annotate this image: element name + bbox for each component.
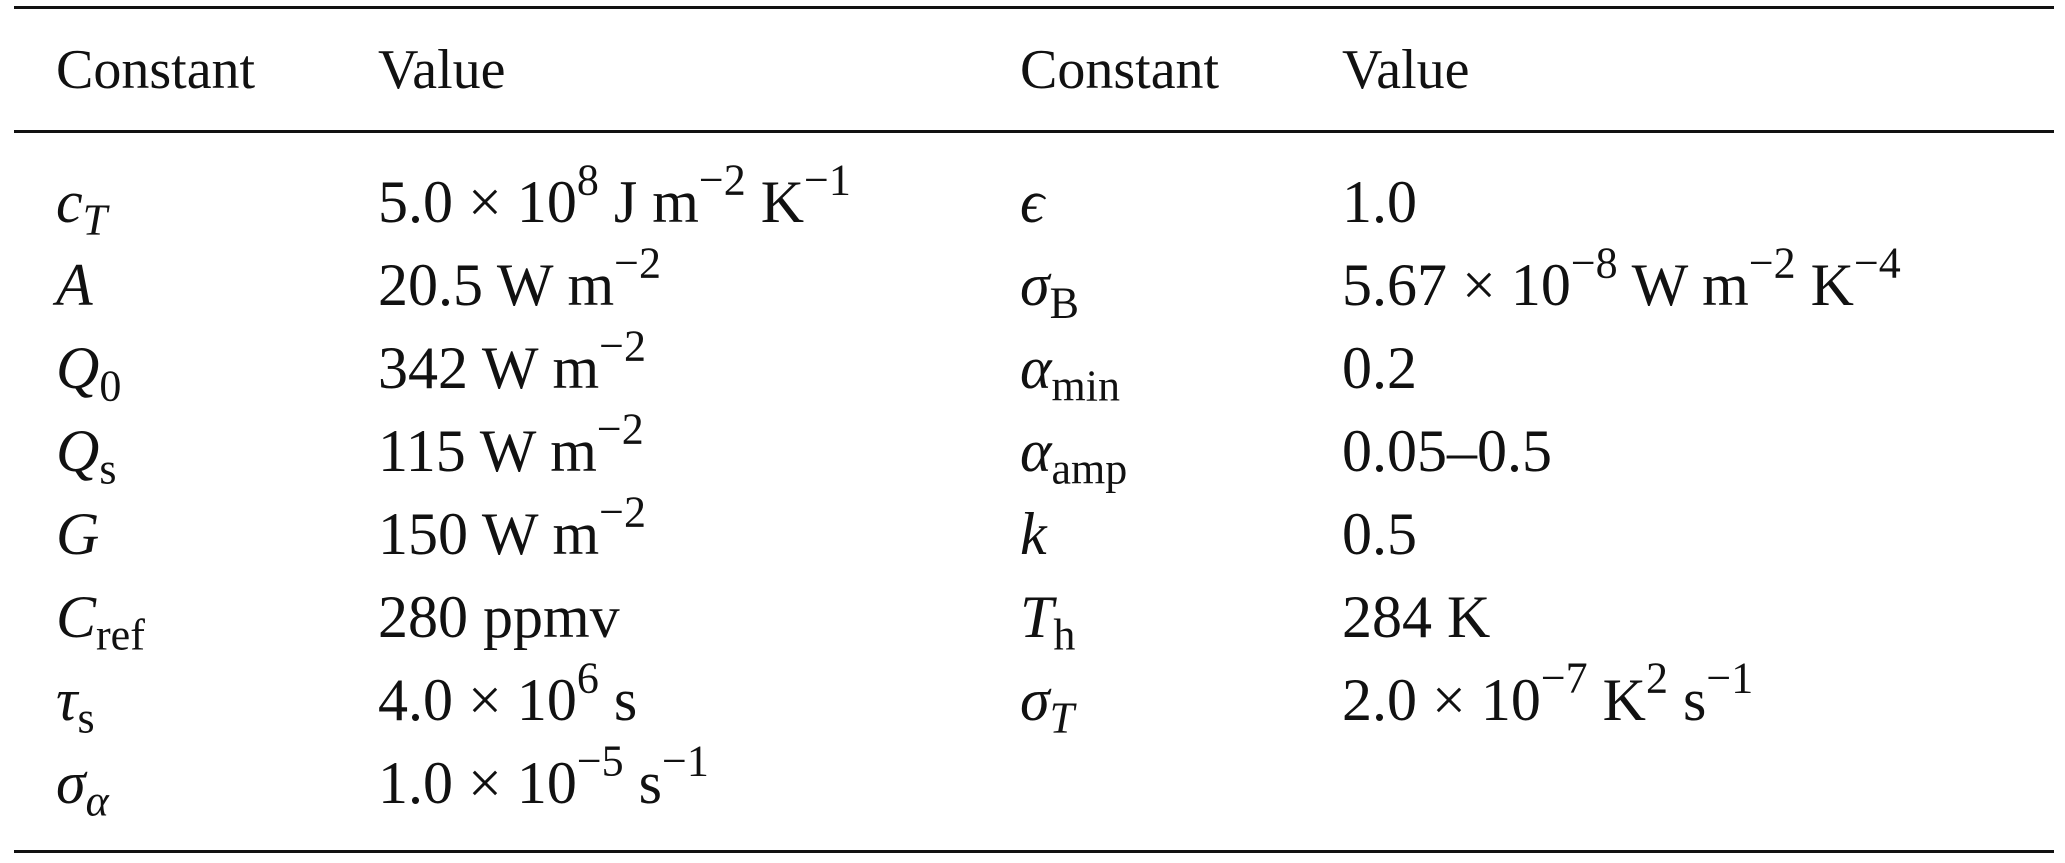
constant-symbol-T-h: Th bbox=[1020, 584, 1076, 660]
constant-value-sigma-T: 2.0 × 10−7 K2 s−1 bbox=[1342, 653, 1754, 733]
constant-symbol-Q-0: Q0 bbox=[56, 335, 122, 411]
constant-value-Q-s: 115 W m−2 bbox=[378, 404, 644, 484]
constant-symbol-sigma-alpha: σα bbox=[56, 750, 109, 826]
constant-symbol-epsilon: ϵ bbox=[1020, 169, 1045, 235]
constant-value-A: 20.5 W m−2 bbox=[378, 238, 661, 318]
constant-symbol-alpha-min: αmin bbox=[1020, 335, 1120, 411]
constant-symbol-k: k bbox=[1020, 501, 1047, 567]
constant-symbol-sigma-T: σT bbox=[1020, 667, 1075, 743]
constant-value-G: 150 W m−2 bbox=[378, 487, 646, 567]
constant-value-sigma-alpha: 1.0 × 10−5 s−1 bbox=[378, 736, 709, 816]
header-right-constant: Constant bbox=[1020, 39, 1220, 101]
constant-symbol-tau-s: τs bbox=[56, 667, 95, 743]
constant-symbol-C-ref: Cref bbox=[56, 584, 145, 660]
header-left-constant: Constant bbox=[56, 39, 256, 101]
constant-value-alpha-min: 0.2 bbox=[1342, 335, 1417, 401]
constant-value-c-T: 5.0 × 108 J m−2 K−1 bbox=[378, 155, 851, 235]
table-bottom-rule bbox=[14, 850, 2054, 853]
constant-value-sigma-B: 5.67 × 10−8 W m−2 K−4 bbox=[1342, 238, 1901, 318]
header-right-value: Value bbox=[1342, 39, 1470, 101]
constant-symbol-G: G bbox=[56, 501, 100, 567]
constant-symbol-A: A bbox=[56, 252, 93, 318]
constant-value-C-ref: 280 ppmv bbox=[378, 584, 620, 650]
constant-symbol-alpha-amp: αamp bbox=[1020, 418, 1128, 494]
constant-value-T-h: 284 K bbox=[1342, 584, 1491, 650]
constant-symbol-sigma-B: σB bbox=[1020, 252, 1079, 328]
constant-value-alpha-amp: 0.05–0.5 bbox=[1342, 418, 1552, 484]
constant-symbol-Q-s: Qs bbox=[56, 418, 117, 494]
constant-value-k: 0.5 bbox=[1342, 501, 1417, 567]
constant-value-Q-0: 342 W m−2 bbox=[378, 321, 646, 401]
constant-symbol-c-T: cT bbox=[56, 169, 108, 245]
header-left-value: Value bbox=[378, 39, 506, 101]
constant-value-epsilon: 1.0 bbox=[1342, 169, 1417, 235]
table-header-rule bbox=[14, 130, 2054, 133]
table-top-rule bbox=[14, 6, 2054, 9]
constant-value-tau-s: 4.0 × 106 s bbox=[378, 653, 638, 733]
